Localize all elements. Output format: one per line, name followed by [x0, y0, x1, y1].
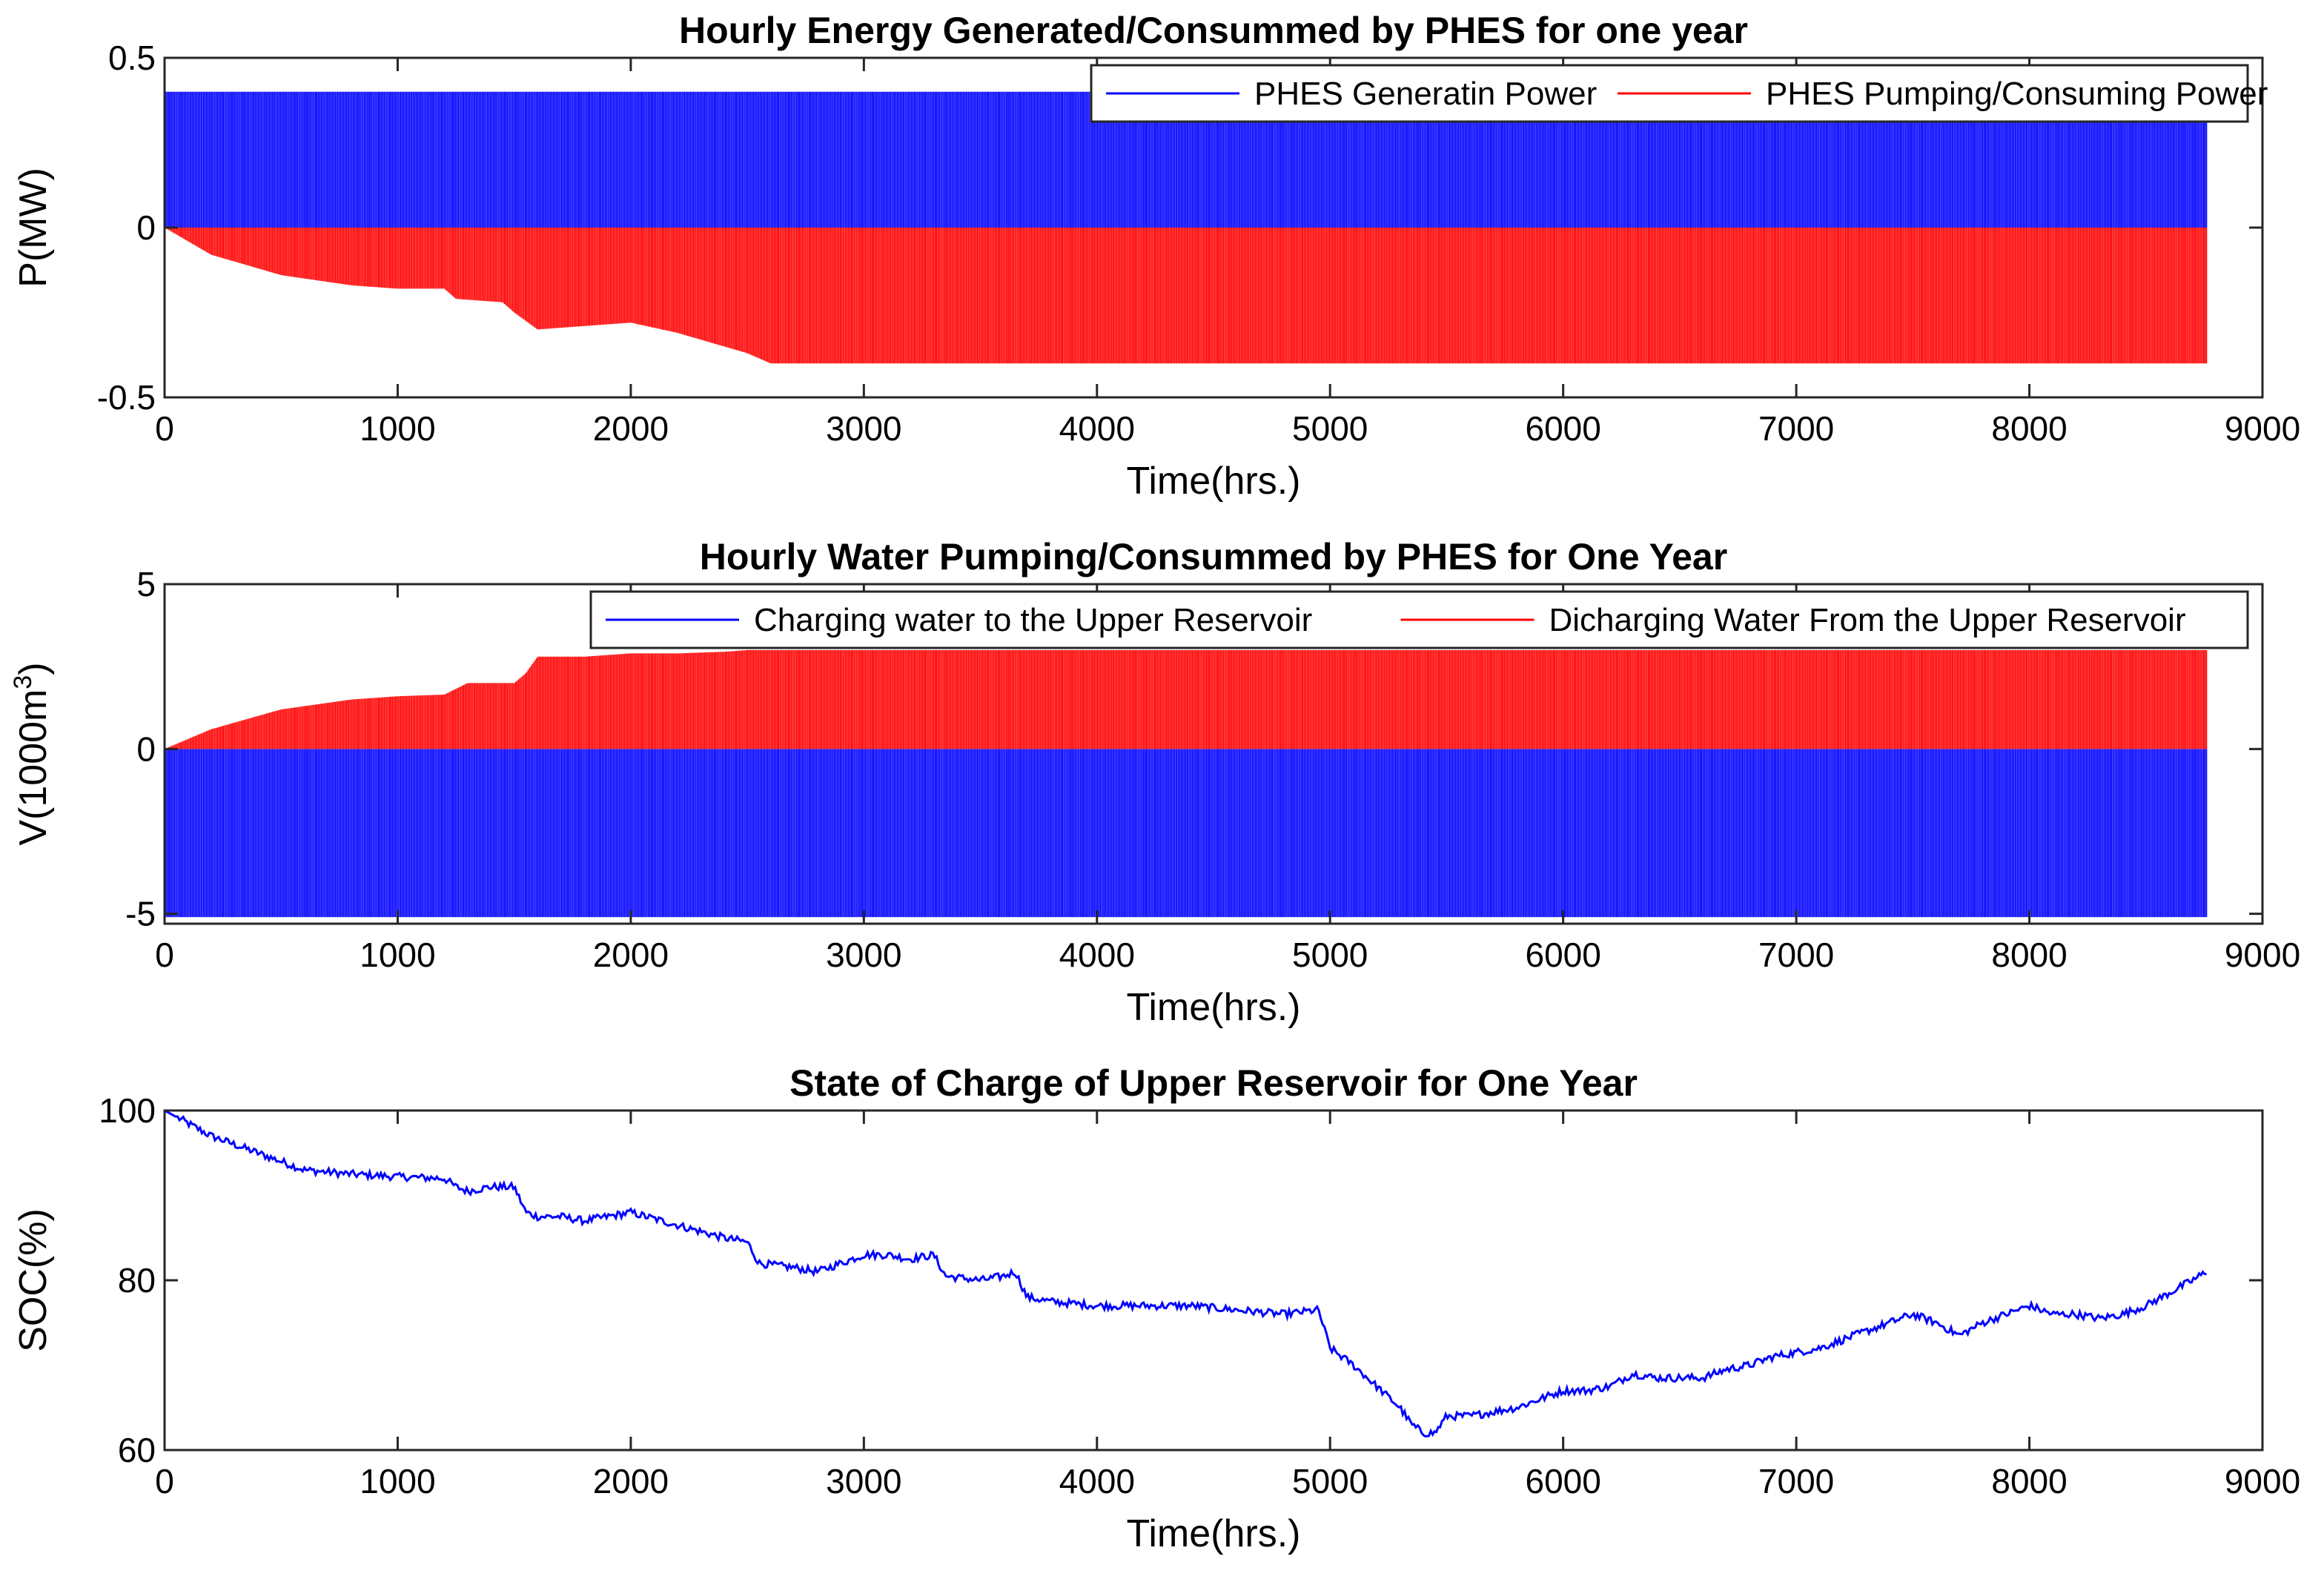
x-axis-label: Time(hrs.) — [1127, 460, 1301, 503]
x-tick-label: 5000 — [1292, 1462, 1368, 1500]
y-tick-label: 0 — [136, 208, 156, 247]
y-tick-label: 5 — [136, 565, 156, 603]
series-2-line — [165, 649, 2208, 749]
x-tick-label: 1000 — [360, 409, 435, 448]
x-tick-label: 2000 — [593, 409, 669, 448]
y-tick-label: -0.5 — [97, 378, 156, 417]
plot-data — [165, 1111, 2207, 1437]
x-tick-label: 6000 — [1525, 936, 1600, 974]
y-tick-label: 0.5 — [108, 39, 156, 77]
legend-label: Charging water to the Upper Reservoir — [754, 602, 1312, 638]
x-tick-label: 9000 — [2225, 409, 2300, 448]
plot-data — [165, 649, 2208, 918]
y-tick-label: -5 — [125, 895, 156, 933]
x-tick-label: 1000 — [360, 1462, 435, 1500]
chart-1: 0 1000 2000 3000 4000 5000 6000 7000 8000 9000 -0.… — [12, 10, 2300, 503]
chart-3: 0 1000 2000 3000 4000 5000 6000 7000 8000 9000 60 8… — [12, 1062, 2300, 1555]
y-tick-label: 80 — [118, 1261, 156, 1300]
x-tick-label: 6000 — [1525, 409, 1600, 448]
x-axis-label: Time(hrs.) — [1127, 1512, 1301, 1555]
legend: Charging water to the Upper Reservoir Dic… — [589, 590, 2249, 649]
x-tick-label: 3000 — [826, 409, 901, 448]
x-tick-label: 3000 — [826, 1462, 901, 1500]
x-tick-label: 6000 — [1525, 1462, 1600, 1500]
x-tick-label: 0 — [155, 409, 174, 448]
x-tick-label: 4000 — [1059, 1462, 1135, 1500]
x-tick-label: 2000 — [593, 1462, 669, 1500]
x-tick-label: 5000 — [1292, 409, 1368, 448]
series-2-line — [165, 228, 2208, 364]
chart-2: 0 1000 2000 3000 4000 5000 6000 7000 8000 9000-50… — [9, 536, 2300, 1029]
y-axis-label: V(1000m3) — [9, 662, 55, 845]
x-tick-label: 2000 — [593, 936, 669, 974]
x-tick-label: 0 — [155, 936, 174, 974]
legend: PHES Generatin Power PHES Pumping/Consumi… — [1090, 64, 2268, 123]
x-tick-label: 7000 — [1758, 936, 1834, 974]
x-tick-label: 3000 — [826, 936, 901, 974]
legend-label: PHES Pumping/Consuming Power — [1766, 76, 2268, 112]
x-tick-label: 0 — [155, 1462, 174, 1500]
x-tick-label: 7000 — [1758, 1462, 1834, 1500]
y-tick-label: 0 — [136, 729, 156, 768]
x-tick-label: 4000 — [1059, 936, 1135, 974]
x-axis-label: Time(hrs.) — [1127, 986, 1301, 1029]
x-tick-label: 7000 — [1758, 409, 1834, 448]
x-tick-label: 8000 — [1991, 936, 2067, 974]
y-tick-label: 60 — [118, 1431, 156, 1469]
x-tick-label: 9000 — [2225, 1462, 2300, 1500]
y-axis-label-sup: 3 — [9, 675, 37, 689]
plot-area — [165, 1111, 2262, 1450]
y-axis-label: SOC(%) — [12, 1208, 55, 1352]
chart-title: State of Charge of Upper Reservoir for O… — [789, 1062, 1638, 1104]
y-axis-label: P(MW) — [12, 168, 55, 288]
x-tick-label: 8000 — [1991, 409, 2067, 448]
series-1-line — [165, 749, 2208, 918]
x-tick-label: 4000 — [1059, 409, 1135, 448]
x-tick-label: 5000 — [1292, 936, 1368, 974]
chart-title: Hourly Water Pumping/Consummed by PHES f… — [700, 536, 1727, 577]
legend-label: PHES Generatin Power — [1254, 76, 1597, 112]
x-tick-label: 1000 — [360, 936, 435, 974]
legend-label: Dicharging Water From the Upper Reservoi… — [1549, 602, 2186, 638]
y-tick-label: 100 — [99, 1091, 156, 1130]
y-axis-label-main: V(1000m — [12, 689, 55, 846]
axes-frame — [163, 583, 2264, 925]
x-tick-label: 9000 — [2225, 936, 2300, 974]
series-1-line — [165, 91, 2208, 228]
y-axis-label-tail: ) — [12, 662, 55, 675]
x-tick-label: 8000 — [1991, 1462, 2067, 1500]
plot-data — [165, 91, 2208, 364]
chart-title: Hourly Energy Generated/Consummed by PHE… — [679, 10, 1748, 51]
series-1-line — [165, 1111, 2207, 1437]
